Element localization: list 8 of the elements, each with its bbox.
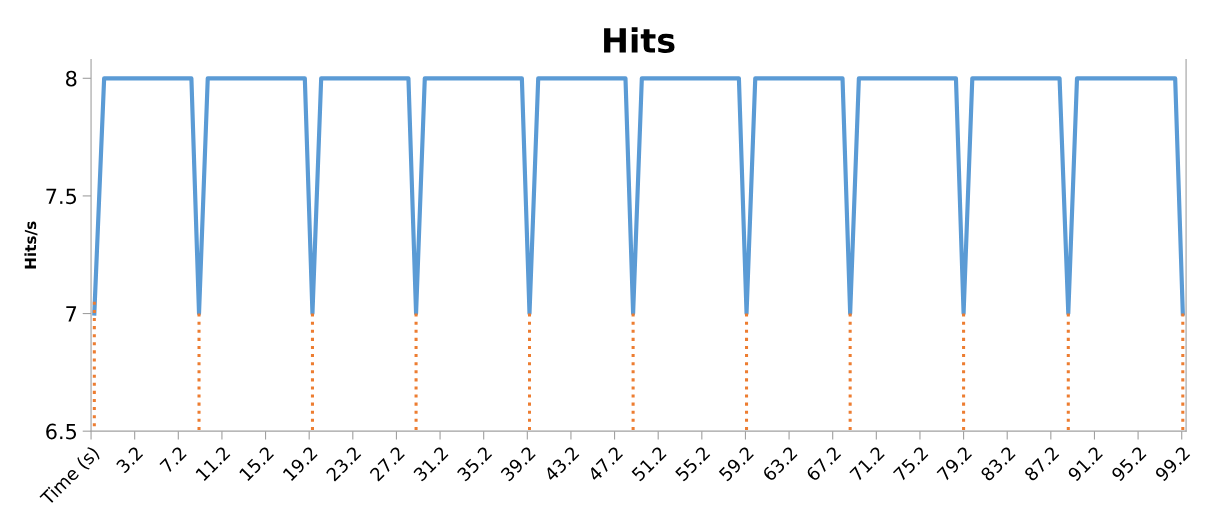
y-axis-title: Hits/s bbox=[24, 221, 38, 269]
x-tick-label: 7.2 bbox=[159, 445, 187, 474]
y-tick-label: 7.5 bbox=[46, 188, 77, 205]
y-tick-label: 7 bbox=[66, 306, 77, 322]
x-tick-label: 3.2 bbox=[115, 445, 144, 474]
y-tick-label: 8 bbox=[66, 70, 77, 87]
y-tick-label: 6.5 bbox=[46, 423, 77, 440]
chart-title: Hits bbox=[604, 27, 675, 54]
